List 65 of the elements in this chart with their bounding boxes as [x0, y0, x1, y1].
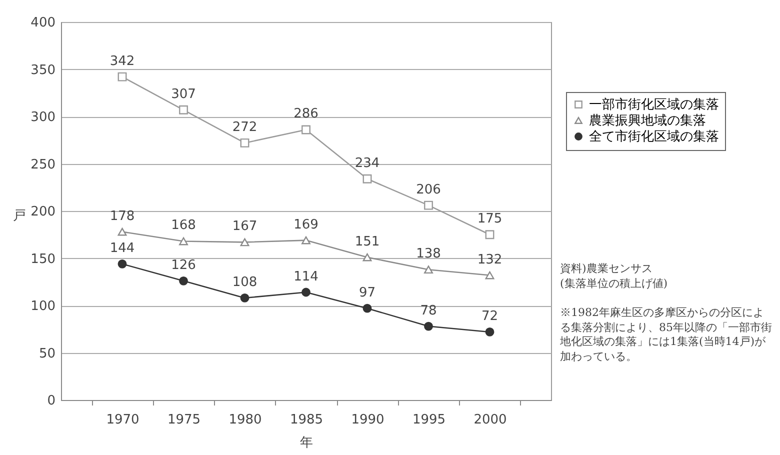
point: [179, 237, 188, 246]
point: [118, 228, 127, 236]
point: [424, 322, 433, 331]
point: [240, 238, 250, 246]
point: [485, 327, 494, 336]
data-label: 342: [110, 54, 135, 69]
x-tick-label: 2000: [474, 412, 507, 428]
y-tick-label: 100: [30, 299, 56, 314]
data-label: 169: [294, 217, 318, 232]
data-label: 78: [420, 303, 437, 318]
point: [424, 266, 433, 274]
data-label: 126: [171, 258, 196, 273]
data-label: 206: [416, 182, 441, 198]
x-tick-label: 1985: [290, 412, 324, 428]
y-tick-label: 150: [30, 252, 56, 267]
y-tick-label: 200: [30, 204, 56, 220]
data-label: 286: [294, 106, 318, 122]
y-tick-label: 350: [30, 62, 56, 78]
text: ※1982年麻生区の多摩区からの分区による集落分割により、85年以降の「一部市街地化区域の集落」には1集落(当時14戸)が加わっている。: [560, 306, 772, 366]
data-label: 132: [477, 252, 502, 268]
point: [302, 125, 310, 134]
point: [179, 276, 188, 286]
legend-label: 農業振興地域の集落: [589, 114, 706, 128]
x-tick-label: 1990: [351, 412, 384, 428]
data-label: 97: [358, 285, 376, 300]
y-tick-label: 300: [30, 110, 56, 125]
legend-label: 全て市街化区域の集落: [589, 130, 719, 144]
x-tick-label: 1975: [167, 412, 201, 428]
y-tick-label: 400: [30, 16, 56, 30]
point: [362, 253, 372, 262]
data-label: 167: [232, 219, 258, 234]
point: [485, 271, 494, 280]
point: [485, 230, 494, 240]
point: [424, 200, 433, 210]
data-label: 168: [171, 218, 196, 234]
point: [118, 72, 127, 82]
x-axis-title: 年: [300, 436, 313, 450]
legend-label: 一部市街化区域の集落: [589, 98, 719, 112]
y-tick-label: 250: [30, 157, 56, 172]
point: [302, 288, 310, 297]
y-tick-label: 0: [47, 394, 56, 408]
data-label: 175: [477, 212, 502, 227]
data-label: 307: [171, 86, 196, 102]
text: 資料)農業センサス (集落単位の積上げ値): [560, 262, 669, 292]
data-label: 178: [110, 208, 135, 224]
x-tick-label: 1995: [412, 412, 446, 428]
y-tick-label: 50: [38, 346, 56, 362]
data-label: 151: [354, 234, 380, 250]
point: [362, 174, 372, 184]
x-tick-label: 1970: [106, 412, 140, 428]
point: [179, 105, 188, 114]
data-label: 108: [232, 274, 258, 290]
point: [240, 138, 250, 148]
y-axis-title: 戸: [13, 208, 26, 224]
data-label: 234: [354, 156, 380, 171]
data-label: 72: [481, 308, 498, 324]
data-label: 114: [294, 269, 318, 284]
x-tick-label: 1980: [228, 412, 262, 428]
point: [118, 259, 127, 268]
point: [240, 293, 250, 302]
point: [362, 304, 372, 313]
data-label: 138: [416, 246, 441, 262]
data-label: 144: [110, 240, 135, 256]
point: [302, 236, 310, 244]
data-label: 272: [232, 120, 258, 135]
